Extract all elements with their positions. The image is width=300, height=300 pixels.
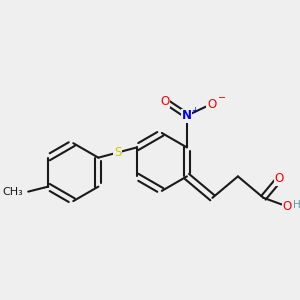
Text: O: O (207, 98, 216, 110)
Text: +: + (191, 106, 198, 115)
Text: O: O (282, 200, 292, 213)
Text: S: S (114, 146, 121, 159)
Text: N: N (182, 109, 192, 122)
Text: O: O (275, 172, 284, 185)
Text: −: − (218, 93, 226, 103)
Text: H: H (293, 200, 300, 210)
Text: O: O (160, 94, 170, 108)
Text: CH₃: CH₃ (2, 187, 23, 196)
